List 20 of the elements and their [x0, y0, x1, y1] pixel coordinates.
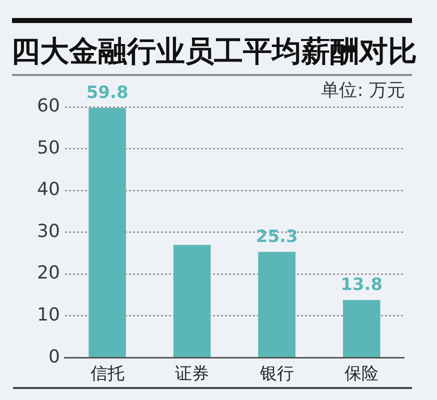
x-tick-label: 证券	[175, 364, 210, 384]
data-label: 25.3	[256, 226, 298, 247]
y-tick-label: 50	[37, 137, 60, 158]
x-tick-label: 银行	[258, 364, 294, 384]
y-tick-label: 30	[37, 220, 60, 242]
bar	[258, 252, 296, 357]
y-tick-label: 40	[37, 179, 60, 200]
data-label: 13.8	[340, 274, 383, 295]
chart-title: 四大金融行业员工平均薪酬对比	[11, 33, 418, 69]
y-tick-label: 10	[37, 304, 60, 326]
bar	[88, 108, 126, 357]
y-tick-label: 20	[37, 262, 60, 284]
x-tick-label: 保险	[344, 364, 379, 384]
bar	[173, 244, 211, 357]
data-label: 59.8	[86, 82, 128, 103]
bar	[342, 300, 380, 357]
chart-subtitle: 单位: 万元	[321, 80, 405, 102]
x-tick-label: 信托	[90, 364, 124, 384]
y-tick-label: 60	[37, 96, 60, 117]
y-tick-label: 0	[48, 346, 60, 368]
